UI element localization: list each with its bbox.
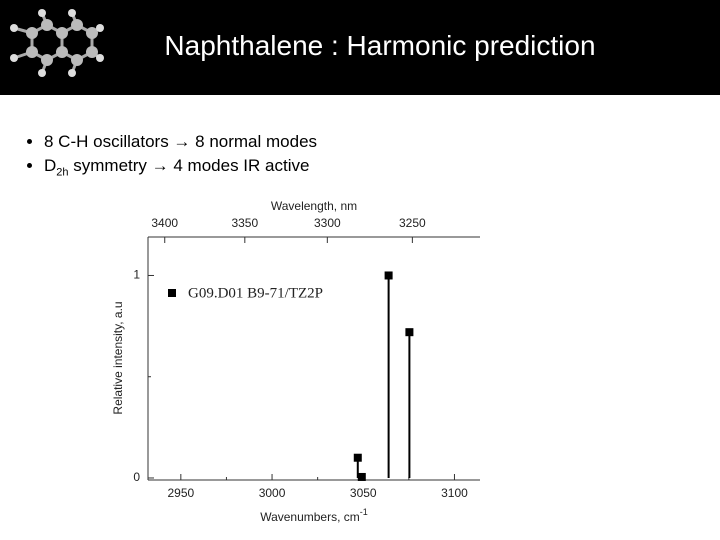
axes-frame (147, 236, 480, 481)
slide-title: Naphthalene : Harmonic prediction (164, 30, 596, 61)
top-axis-label: Wavelength, nm (271, 199, 357, 213)
stick-marker (405, 328, 414, 337)
y-axis-label: Relative intensity, a.u (111, 301, 125, 414)
y-tick-label: 0 (133, 470, 140, 484)
top-tick-label: 3400 (151, 216, 178, 230)
top-tick-label: 3300 (314, 216, 341, 230)
legend-label: G09.D01 B9-71/TZ2P (188, 285, 323, 301)
legend-marker (168, 289, 176, 297)
bullet-text: symmetry → 4 modes IR active (68, 156, 310, 175)
stick-marker (384, 271, 393, 280)
stick-marker (357, 472, 366, 481)
x-tick-label: 3000 (259, 486, 286, 500)
y-tick-label: 1 (133, 268, 140, 282)
x-axis-label: Wavenumbers, cm-1 (260, 507, 368, 524)
header: Naphthalene : Harmonic prediction (0, 0, 720, 95)
bullet-list: 8 C-H oscillators → 8 normal modes D2h s… (20, 132, 317, 182)
x-tick-label: 3050 (350, 486, 377, 500)
subscript: 2h (56, 166, 69, 179)
x-axis-label-sup: -1 (360, 507, 368, 517)
x-tick-label: 3100 (441, 486, 468, 500)
top-tick-label: 3350 (231, 216, 258, 230)
bullet-text: D (44, 156, 57, 175)
x-axis-label-text: Wavenumbers, cm (260, 510, 360, 524)
bullet: 8 C-H oscillators → 8 normal modes (44, 132, 317, 152)
top-tick-label: 3250 (399, 216, 426, 230)
molecule-icon (10, 9, 104, 77)
x-tick-label: 2950 (167, 486, 194, 500)
stick-marker (353, 453, 362, 462)
bullet: D2h symmetry → 4 modes IR active (44, 156, 317, 178)
